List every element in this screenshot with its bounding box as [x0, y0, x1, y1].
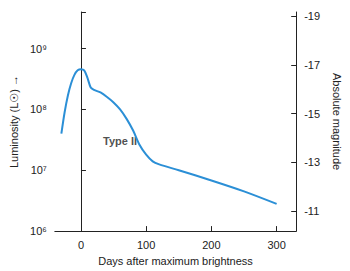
svg-text:-11: -11	[304, 205, 319, 217]
svg-text:0: 0	[78, 239, 84, 251]
svg-text:300: 300	[267, 239, 285, 251]
svg-text:-19: -19	[304, 10, 320, 22]
svg-text:100: 100	[137, 239, 155, 251]
svg-text:10⁹: 10⁹	[30, 43, 47, 55]
svg-text:Absolute magnitude: Absolute magnitude	[331, 73, 343, 170]
svg-text:-13: -13	[304, 156, 320, 168]
svg-text:-15: -15	[304, 108, 320, 120]
svg-text:Days after maximum brightness: Days after maximum brightness	[98, 255, 253, 267]
svg-text:10⁸: 10⁸	[30, 103, 47, 115]
svg-text:200: 200	[202, 239, 220, 251]
svg-text:-17: -17	[304, 59, 320, 71]
svg-text:Type II: Type II	[103, 135, 137, 147]
svg-text:Luminosity (L☉) →: Luminosity (L☉) →	[8, 75, 20, 168]
svg-text:10⁷: 10⁷	[31, 164, 47, 176]
svg-text:10⁶: 10⁶	[30, 225, 47, 237]
